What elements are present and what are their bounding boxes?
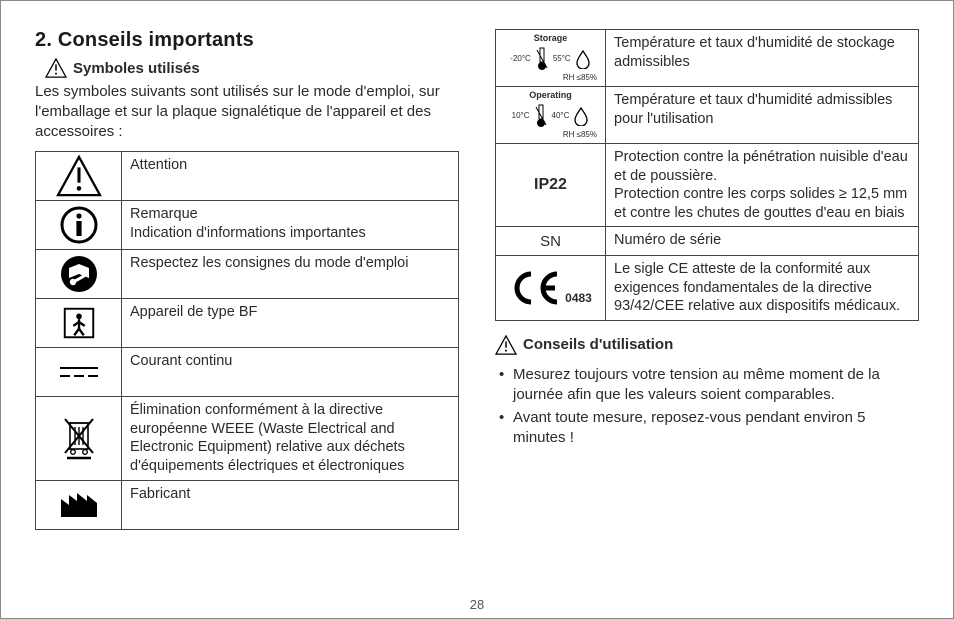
table-row: Respectez les consignes du mode d'emploi (36, 250, 459, 299)
symbol-description: Appareil de type BF (122, 299, 459, 348)
section-heading: 2. Conseils importants (35, 29, 459, 52)
document-page: 2. Conseils importants Symboles utilisés… (0, 0, 954, 619)
symbol-description: Courant continu (122, 348, 459, 397)
storage-conditions-icon: Storage -20°C 55°C (498, 32, 603, 84)
attention-icon (38, 154, 119, 198)
info-icon (38, 203, 119, 247)
warning-triangle-icon (45, 58, 67, 78)
table-row: SN Numéro de série (496, 227, 919, 256)
table-row: Remarque Indication d'informations impor… (36, 201, 459, 250)
symbol-description: Respectez les consignes du mode d'emploi (122, 250, 459, 299)
thermometer-icon (534, 103, 548, 129)
operating-conditions-icon: Operating 10°C 40°C (498, 89, 603, 141)
left-column: 2. Conseils importants Symboles utilisés… (35, 29, 459, 530)
table-row: Courant continu (36, 348, 459, 397)
subheading-usage: Conseils d'utilisation (495, 335, 919, 355)
droplet-icon (573, 106, 589, 126)
subheading-symbols: Symboles utilisés (45, 58, 459, 78)
list-item: Avant toute mesure, reposez-vous pendant… (499, 408, 919, 448)
symbol-description: Température et taux d'humidité de stocka… (606, 30, 919, 87)
symbol-description: Fabricant (122, 480, 459, 529)
symbol-description: Élimination conformément à la directive … (122, 397, 459, 480)
symbol-description: Le sigle CE atteste de la conformité aux… (606, 256, 919, 321)
table-row: Élimination conformément à la directive … (36, 397, 459, 480)
intro-paragraph: Les symboles suivants sont utilisés sur … (35, 82, 459, 141)
type-bf-icon (38, 301, 119, 345)
manufacturer-icon (38, 483, 119, 527)
table-row: Storage -20°C 55°C (496, 30, 919, 87)
symbol-description: Température et taux d'humidité admissibl… (606, 87, 919, 144)
symbol-description: Remarque Indication d'informations impor… (122, 201, 459, 250)
table-row: Fabricant (36, 480, 459, 529)
read-manual-icon (38, 252, 119, 296)
two-column-layout: 2. Conseils importants Symboles utilisés… (35, 29, 919, 530)
right-column: Storage -20°C 55°C (495, 29, 919, 530)
table-row: Appareil de type BF (36, 299, 459, 348)
table-row: IP22 Protection contre la pénétration nu… (496, 144, 919, 227)
subheading-text: Symboles utilisés (73, 60, 200, 77)
symbols-table-left: Attention Remarque Indication d'informat… (35, 151, 459, 529)
list-item: Mesurez toujours votre tension au même m… (499, 365, 919, 405)
droplet-icon (575, 49, 591, 69)
thermometer-icon (535, 46, 549, 72)
symbols-table-right: Storage -20°C 55°C (495, 29, 919, 321)
ip-rating-code: IP22 (498, 163, 603, 207)
usage-advice-list: Mesurez toujours votre tension au même m… (499, 365, 919, 448)
weee-bin-icon (38, 415, 119, 461)
ce-mark-icon: 0483 (498, 266, 603, 310)
symbol-description: Numéro de série (606, 227, 919, 256)
symbol-description: Protection contre la pénétration nuisibl… (606, 144, 919, 227)
dc-current-icon (38, 350, 119, 394)
subheading-text: Conseils d'utilisation (523, 336, 673, 353)
table-row: Attention (36, 152, 459, 201)
table-row: 0483 Le sigle CE atteste de la conformit… (496, 256, 919, 321)
serial-number-code: SN (498, 229, 603, 253)
warning-triangle-icon (495, 335, 517, 355)
page-number: 28 (1, 597, 953, 612)
table-row: Operating 10°C 40°C (496, 87, 919, 144)
symbol-description: Attention (122, 152, 459, 201)
